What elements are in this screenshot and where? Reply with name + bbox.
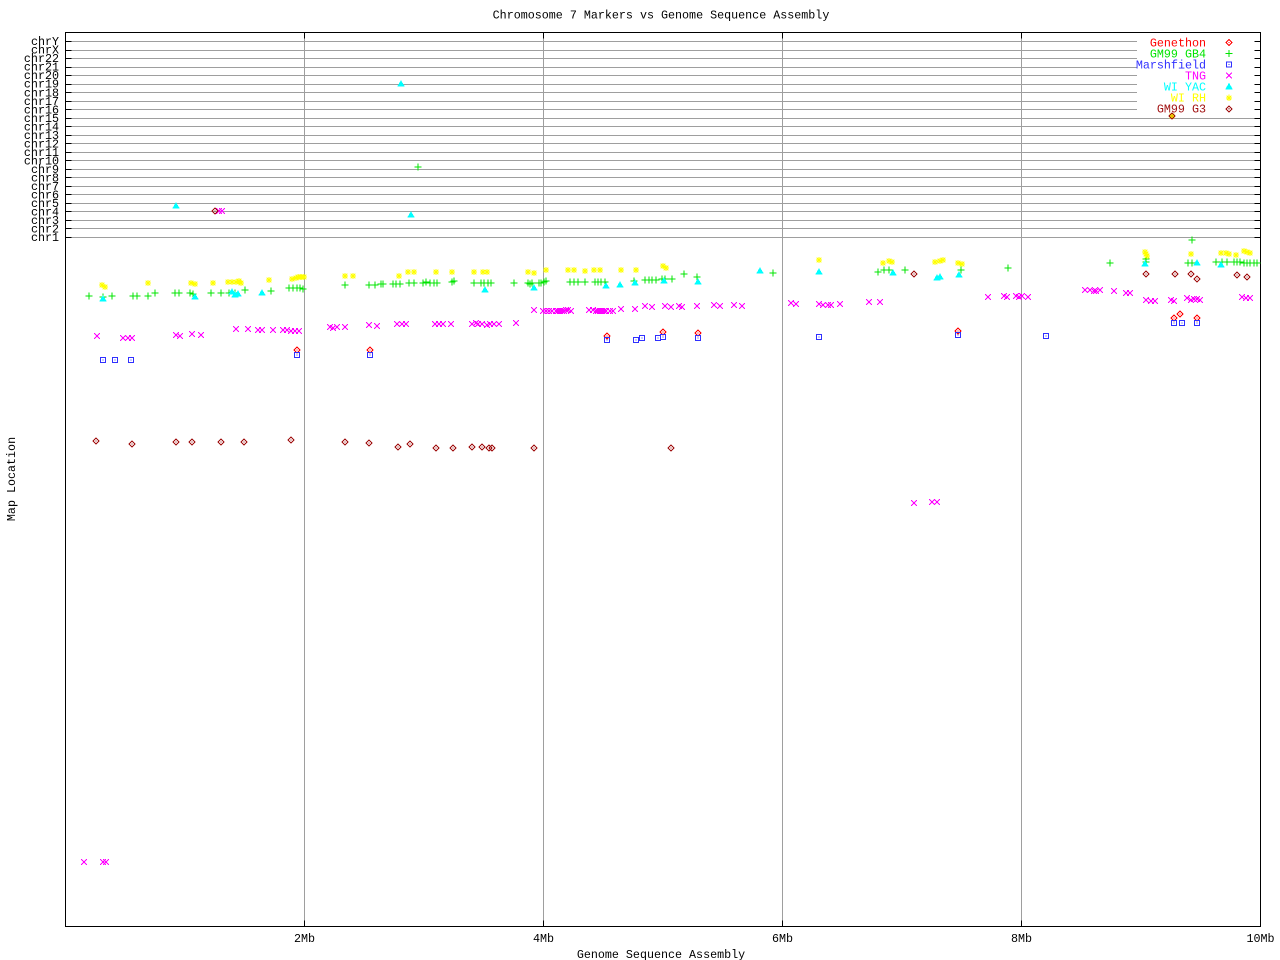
svg-text:2Mb: 2Mb <box>294 932 315 946</box>
svg-text:Genome Sequence Assembly: Genome Sequence Assembly <box>577 948 745 960</box>
svg-text:chr14: chr14 <box>24 120 59 134</box>
svg-text:chr19: chr19 <box>24 78 59 92</box>
svg-text:chr3: chr3 <box>31 214 59 228</box>
svg-text:chr22: chr22 <box>24 52 59 66</box>
svg-text:8Mb: 8Mb <box>1011 932 1032 946</box>
svg-text:4Mb: 4Mb <box>533 932 554 946</box>
svg-text:chr12: chr12 <box>24 137 59 151</box>
svg-text:GM99 GB4: GM99 GB4 <box>1150 47 1206 61</box>
svg-text:chrX: chrX <box>31 44 59 58</box>
svg-text:Genethon: Genethon <box>1150 36 1206 50</box>
svg-text:chr11: chr11 <box>24 146 59 160</box>
svg-text:chr1: chr1 <box>31 231 59 245</box>
svg-text:chr2: chr2 <box>31 222 59 236</box>
svg-text:chr6: chr6 <box>31 188 59 202</box>
svg-text:chrY: chrY <box>31 35 59 49</box>
svg-text:chr5: chr5 <box>31 197 59 211</box>
svg-text:Marshfield: Marshfield <box>1136 59 1206 73</box>
svg-text:WI YAC: WI YAC <box>1164 81 1206 95</box>
svg-text:chr9: chr9 <box>31 163 59 177</box>
svg-text:chr17: chr17 <box>24 95 59 109</box>
svg-text:GM99 G3: GM99 G3 <box>1157 103 1206 117</box>
svg-text:chr16: chr16 <box>24 103 59 117</box>
svg-text:10Mb: 10Mb <box>1246 932 1274 946</box>
svg-text:chr20: chr20 <box>24 69 59 83</box>
svg-text:WI RH: WI RH <box>1171 92 1206 106</box>
svg-text:chr21: chr21 <box>24 61 59 75</box>
svg-text:chr8: chr8 <box>31 171 59 185</box>
svg-text:Chromosome 7 Markers vs Genome: Chromosome 7 Markers vs Genome Sequence … <box>493 9 830 23</box>
svg-text:Map Location: Map Location <box>5 437 19 521</box>
svg-text:chr4: chr4 <box>31 205 59 219</box>
svg-text:chr10: chr10 <box>24 154 59 168</box>
svg-text:chr7: chr7 <box>31 180 59 194</box>
svg-text:chr18: chr18 <box>24 86 59 100</box>
svg-text:TNG: TNG <box>1185 70 1206 84</box>
svg-text:chr15: chr15 <box>24 112 59 126</box>
svg-text:chr13: chr13 <box>24 129 59 143</box>
svg-text:6Mb: 6Mb <box>772 932 793 946</box>
